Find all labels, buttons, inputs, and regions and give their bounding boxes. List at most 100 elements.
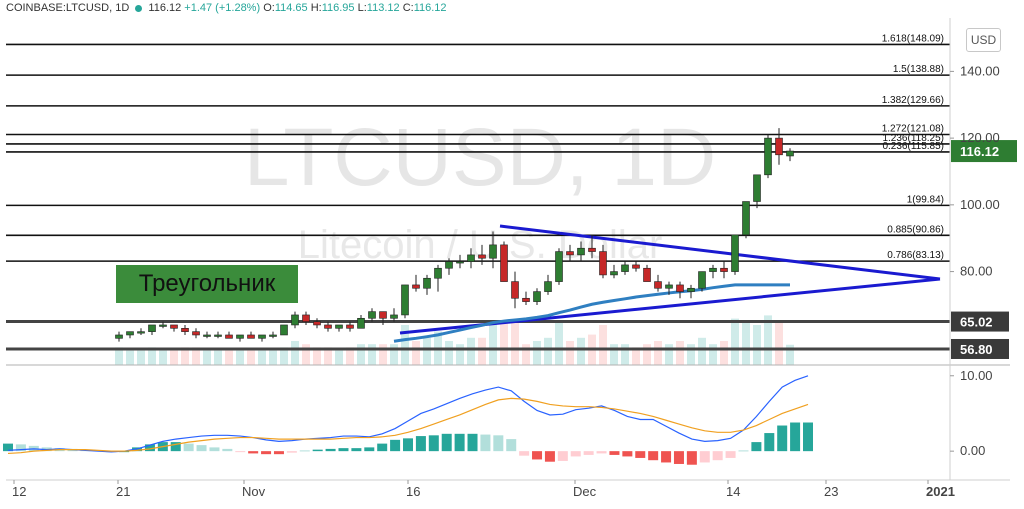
- candle-body: [236, 334, 244, 339]
- price-tick-label: 140.00: [960, 63, 1000, 78]
- macd-histogram-bar: [325, 448, 336, 452]
- candle-body: [698, 271, 706, 289]
- volume-bar: [335, 350, 343, 365]
- macd-histogram-bar: [699, 451, 710, 463]
- macd-histogram-bar: [15, 444, 26, 452]
- volume-bar: [599, 325, 607, 365]
- volume-bar: [302, 344, 310, 365]
- volume-bar: [720, 341, 728, 365]
- candle-body: [115, 334, 123, 339]
- candle-body: [181, 327, 189, 332]
- candle-body: [456, 261, 464, 264]
- macd-histogram-bar: [777, 425, 788, 452]
- volume-bar: [676, 341, 684, 365]
- volume-bar: [555, 321, 563, 365]
- macd-histogram-bar: [570, 451, 581, 457]
- candle-body: [280, 324, 288, 336]
- macd-histogram-bar: [144, 444, 155, 452]
- fib-level-label: 0.885(90.86): [887, 224, 944, 235]
- time-tick-label: 23: [824, 484, 838, 499]
- symbol-name: COINBASE:LTCUSD, 1D: [6, 2, 130, 14]
- macd-histogram-bar: [467, 433, 478, 452]
- volume-bar: [368, 344, 376, 365]
- volume-bar: [489, 321, 497, 365]
- candle-body: [500, 244, 508, 282]
- last-price-label: 116.12: [960, 144, 999, 159]
- watermark: LTCUSD, 1D Litecoin / U.S. Dollar: [244, 112, 716, 267]
- macd-histogram-bar: [364, 447, 375, 452]
- time-tick-label: 21: [116, 484, 130, 499]
- candle-body: [467, 254, 475, 262]
- macd-histogram-bar: [273, 451, 284, 455]
- status-dot-icon: [135, 4, 143, 12]
- macd-histogram-bar: [519, 451, 530, 456]
- candle-body: [577, 247, 585, 256]
- time-tick-label: 14: [726, 484, 740, 499]
- macd-histogram-bar: [803, 422, 813, 452]
- volume-bar: [687, 344, 695, 365]
- volume-bar: [412, 341, 420, 365]
- candle-body: [687, 287, 695, 292]
- candle-body: [588, 247, 596, 252]
- candle-body: [610, 271, 618, 276]
- candle-body: [148, 324, 156, 332]
- candle-body: [753, 174, 761, 202]
- triangle-upper-line: [499, 224, 941, 281]
- macd-histogram-bar: [506, 439, 517, 452]
- macd-histogram-bar: [648, 451, 659, 461]
- volume-bar: [654, 341, 662, 365]
- candle-body: [654, 281, 662, 289]
- candle-body: [137, 331, 145, 334]
- macd-histogram-bar: [286, 451, 297, 453]
- macd-histogram-bar: [3, 443, 13, 452]
- candle-body: [412, 284, 420, 289]
- macd-histogram-bar: [196, 445, 207, 452]
- candle-body: [643, 267, 651, 282]
- macd-histogram-bar: [428, 435, 439, 452]
- candle-body: [214, 334, 222, 337]
- currency-button[interactable]: USD: [966, 28, 1001, 52]
- volume-bar: [379, 344, 387, 365]
- candle-body: [489, 244, 497, 259]
- macd-histogram-bar: [493, 435, 504, 452]
- candle-body: [720, 267, 728, 272]
- candle-body: [621, 264, 629, 272]
- fib-levels: 1.618(148.09) 1.5(138.88) 1.382(129.66) 1.2…: [6, 33, 1017, 359]
- volume-bar: [742, 321, 750, 365]
- candle-body: [335, 324, 343, 329]
- candle-body: [709, 267, 717, 272]
- moving-average: [393, 283, 790, 343]
- volume-bar: [423, 337, 431, 365]
- macd-histogram-bar: [622, 451, 633, 457]
- low-label: L:: [357, 2, 367, 14]
- volume-bar: [247, 350, 255, 365]
- volume-bar: [610, 344, 618, 365]
- candle-body: [511, 281, 519, 299]
- volume-bar: [709, 344, 717, 365]
- time-tick-label: 2021: [926, 484, 955, 499]
- candle-body: [445, 261, 453, 269]
- macd-histogram-bar: [299, 450, 310, 452]
- signal-line: [7, 397, 809, 455]
- time-tick-label: 12: [12, 484, 26, 499]
- macd-tick-label: 0.00: [960, 443, 985, 458]
- last-price-tag: [951, 140, 1017, 163]
- moving-average-line: [393, 283, 790, 343]
- macd-histogram-bar: [790, 422, 801, 452]
- candle-body: [676, 284, 684, 292]
- candle-body: [379, 311, 387, 319]
- time-axis: 12 21 Nov 16 Dec 14 23 2021: [12, 480, 955, 499]
- volume-bar: [643, 344, 651, 365]
- candle-body: [126, 331, 134, 336]
- volume-bar: [577, 337, 585, 365]
- volume-bar: [764, 315, 772, 365]
- candle-body: [533, 291, 541, 302]
- volume-bar: [269, 350, 277, 365]
- volume-bar: [632, 347, 640, 365]
- macd-histogram-bar: [480, 434, 491, 452]
- macd-histogram-bar: [686, 451, 697, 465]
- candle-body: [324, 324, 332, 329]
- macd-histogram-bar: [403, 438, 413, 452]
- volume-bar: [258, 350, 266, 365]
